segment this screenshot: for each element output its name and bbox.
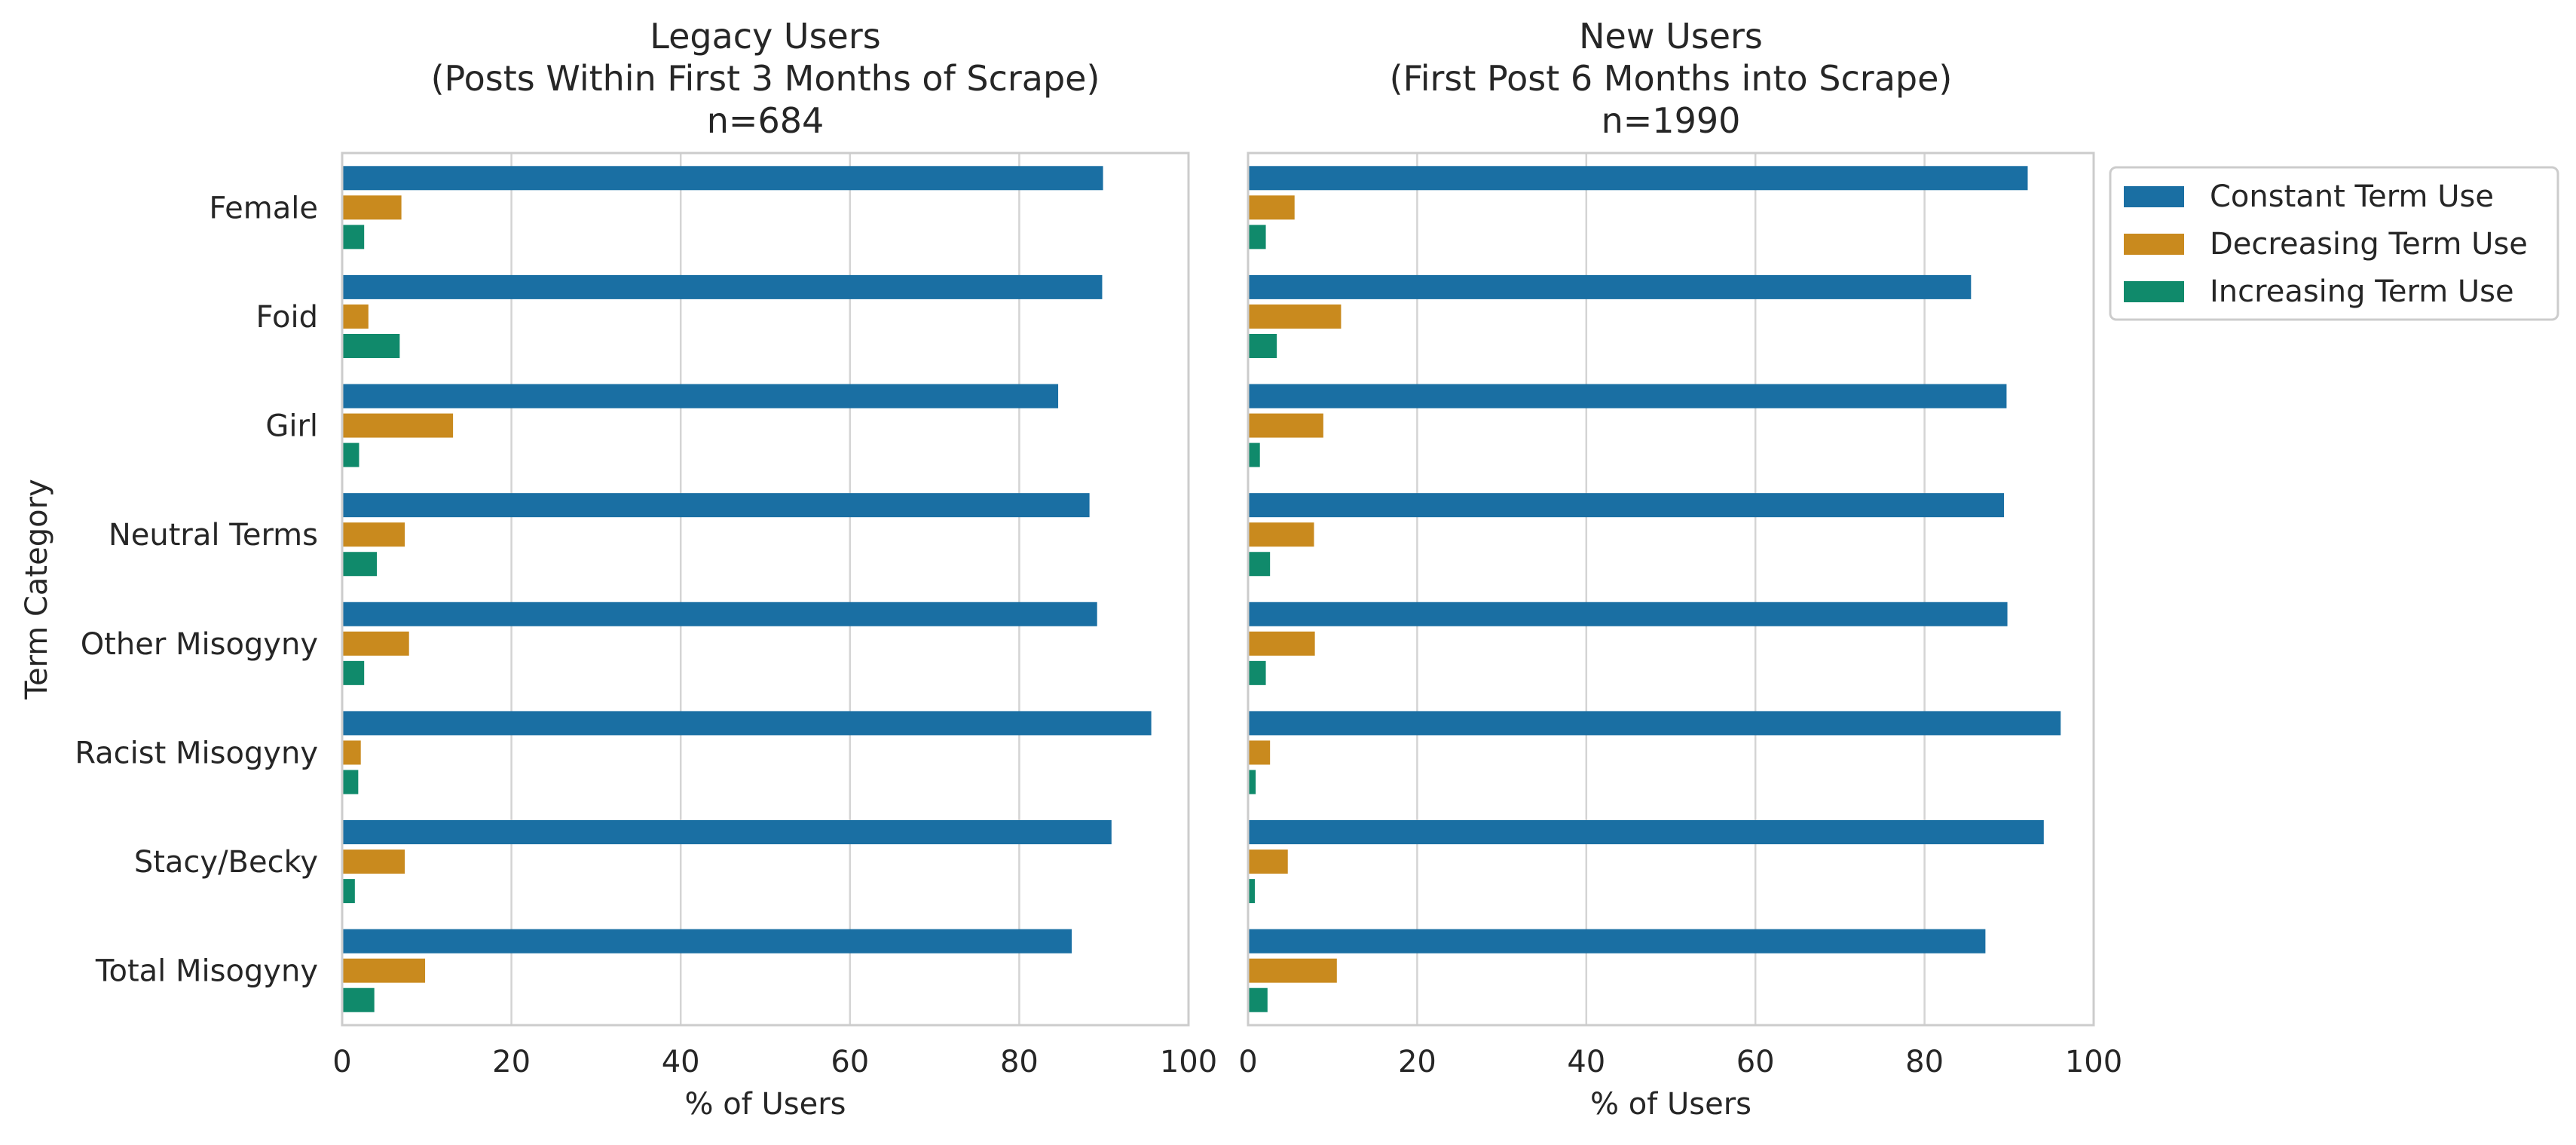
y-axis-label: Term Category — [20, 479, 54, 700]
panel-1: Female Foid Girl Neutral Terms Other Misogyn… — [20, 16, 1217, 1122]
ytick-label: Stacy/Becky — [134, 845, 318, 880]
xtick-label: 100 — [1160, 1045, 1217, 1079]
bar-1-6-0 — [342, 820, 1112, 845]
legend-label: Decreasing Term Use — [2210, 227, 2528, 262]
bar-1-5-1 — [342, 740, 361, 765]
xtick-label: 60 — [831, 1045, 869, 1079]
legend-label: Constant Term Use — [2210, 179, 2494, 214]
bar-1-7-2 — [342, 987, 375, 1012]
panel-title-line: n=684 — [707, 100, 825, 141]
bar-2-5-2 — [1248, 770, 1256, 794]
bar-2-7-2 — [1248, 987, 1268, 1012]
legend-swatch — [2124, 186, 2184, 207]
bar-1-5-0 — [342, 711, 1152, 736]
ytick-label: Foid — [255, 300, 318, 335]
bar-2-4-2 — [1248, 660, 1266, 685]
bar-2-7-1 — [1248, 958, 1337, 983]
xtick-label: 60 — [1736, 1045, 1775, 1079]
bar-1-4-2 — [342, 660, 365, 685]
legend-swatch — [2124, 234, 2184, 255]
bar-2-6-0 — [1248, 820, 2044, 845]
bar-2-5-1 — [1248, 740, 1271, 765]
bar-2-6-2 — [1248, 879, 1255, 904]
bar-1-7-0 — [342, 929, 1072, 954]
xtick-label: 0 — [1238, 1045, 1257, 1079]
bar-1-1-0 — [342, 274, 1103, 299]
legend-swatch — [2124, 281, 2184, 302]
bar-2-4-0 — [1248, 602, 2008, 626]
bar-2-0-1 — [1248, 195, 1295, 220]
bar-1-1-1 — [342, 304, 369, 329]
panel-title-line: New Users — [1579, 16, 1763, 57]
panel-title-line: n=1990 — [1602, 100, 1741, 141]
legend: Constant Term Use Decreasing Term Use Incr… — [2109, 166, 2559, 321]
ytick-label: Female — [209, 191, 318, 225]
ytick-label: Girl — [265, 409, 318, 444]
bar-1-2-1 — [342, 413, 454, 438]
bar-2-3-0 — [1248, 493, 2005, 518]
xtick-label: 40 — [662, 1045, 700, 1079]
bar-2-3-1 — [1248, 522, 1314, 547]
panel-title-line: (First Post 6 Months into Scrape) — [1390, 58, 1953, 99]
ytick-label: Neutral Terms — [109, 518, 318, 553]
panel-2: 0 20 40 60 80 100 % of Users New Users(First Po… — [1238, 16, 2122, 1122]
bar-2-5-0 — [1248, 711, 2061, 736]
legend-label: Increasing Term Use — [2210, 274, 2514, 309]
xtick-label: 40 — [1567, 1045, 1605, 1079]
bar-2-2-0 — [1248, 384, 2007, 409]
bar-2-6-1 — [1248, 850, 1288, 874]
bar-1-3-1 — [342, 522, 405, 547]
ytick-label: Other Misogyny — [81, 627, 318, 662]
xtick-label: 20 — [1398, 1045, 1436, 1079]
xtick-label: 80 — [1905, 1045, 1944, 1079]
ytick-label: Racist Misogyny — [75, 736, 318, 770]
bar-1-4-0 — [342, 602, 1097, 626]
bar-1-6-2 — [342, 879, 355, 904]
bar-1-3-2 — [342, 552, 378, 577]
bar-1-0-0 — [342, 166, 1103, 191]
xtick-label: 20 — [492, 1045, 531, 1079]
xtick-label: 0 — [332, 1045, 351, 1079]
x-axis-label: % of Users — [1590, 1087, 1751, 1122]
bar-2-1-0 — [1248, 274, 1972, 299]
bar-1-1-2 — [342, 333, 400, 358]
bar-2-0-2 — [1248, 225, 1266, 250]
bar-2-1-2 — [1248, 333, 1277, 358]
legend-frame — [2109, 166, 2559, 321]
bar-1-2-2 — [342, 442, 359, 467]
bar-2-2-1 — [1248, 413, 1323, 438]
bar-1-7-1 — [342, 958, 426, 983]
bar-1-6-1 — [342, 850, 405, 874]
bar-1-4-1 — [342, 631, 409, 656]
plot-frame — [1247, 152, 2095, 1027]
bar-2-4-1 — [1248, 631, 1315, 656]
xtick-label: 80 — [1000, 1045, 1039, 1079]
bar-1-0-1 — [342, 195, 402, 220]
bar-2-0-0 — [1248, 166, 2028, 191]
panel-title-line: (Posts Within First 3 Months of Scrape) — [431, 58, 1100, 99]
panel-title-line: Legacy Users — [650, 16, 880, 57]
x-axis-label: % of Users — [684, 1087, 846, 1122]
plot-frame — [341, 152, 1190, 1027]
ytick-label: Total Misogyny — [95, 954, 318, 989]
bar-1-5-2 — [342, 770, 359, 794]
bar-2-2-2 — [1248, 442, 1260, 467]
bar-2-3-2 — [1248, 552, 1271, 577]
xtick-label: 100 — [2065, 1045, 2122, 1079]
bar-1-2-0 — [342, 384, 1059, 409]
bar-2-7-0 — [1248, 929, 1986, 954]
bar-1-0-2 — [342, 225, 365, 250]
bar-2-1-1 — [1248, 304, 1342, 329]
bar-1-3-0 — [342, 493, 1090, 518]
